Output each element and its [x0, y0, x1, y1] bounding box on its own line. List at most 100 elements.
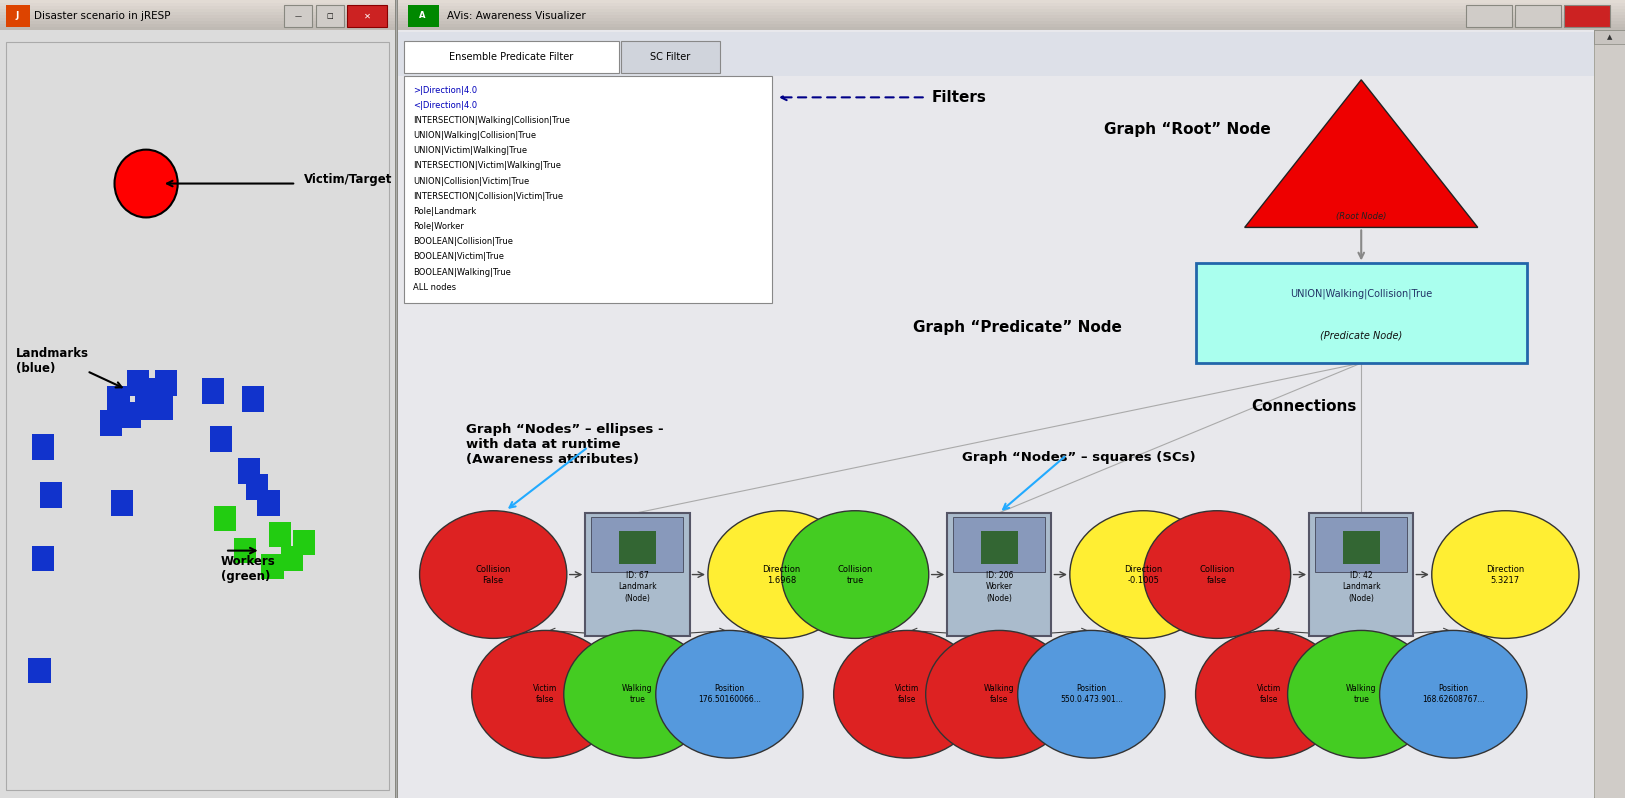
FancyBboxPatch shape	[107, 386, 130, 412]
FancyBboxPatch shape	[398, 0, 1625, 798]
Text: (Predicate Node): (Predicate Node)	[1320, 330, 1402, 340]
FancyBboxPatch shape	[398, 30, 1594, 798]
Ellipse shape	[656, 630, 803, 758]
Text: ▲: ▲	[1607, 34, 1612, 40]
Ellipse shape	[1017, 630, 1165, 758]
FancyBboxPatch shape	[592, 517, 684, 572]
FancyBboxPatch shape	[0, 22, 395, 24]
FancyBboxPatch shape	[32, 546, 55, 571]
Text: Position
168.62608767...: Position 168.62608767...	[1422, 684, 1485, 705]
Text: <|Direction|4.0: <|Direction|4.0	[413, 101, 478, 110]
FancyBboxPatch shape	[0, 0, 395, 3]
Text: UNION|Walking|Collision|True: UNION|Walking|Collision|True	[413, 131, 536, 140]
Ellipse shape	[1432, 511, 1580, 638]
FancyBboxPatch shape	[398, 18, 1625, 22]
Text: INTERSECTION|Walking|Collision|True: INTERSECTION|Walking|Collision|True	[413, 116, 570, 125]
Ellipse shape	[1380, 630, 1528, 758]
FancyBboxPatch shape	[1594, 30, 1625, 798]
FancyBboxPatch shape	[99, 410, 122, 436]
FancyBboxPatch shape	[210, 426, 232, 452]
Text: Victim
false: Victim false	[1258, 684, 1282, 705]
FancyBboxPatch shape	[6, 42, 388, 790]
FancyBboxPatch shape	[245, 474, 268, 500]
FancyBboxPatch shape	[202, 378, 224, 404]
FancyBboxPatch shape	[270, 522, 291, 547]
FancyBboxPatch shape	[1514, 5, 1562, 27]
Text: Walking
false: Walking false	[985, 684, 1014, 705]
FancyBboxPatch shape	[1196, 263, 1528, 363]
Ellipse shape	[114, 150, 177, 217]
FancyBboxPatch shape	[281, 546, 304, 571]
Text: ID: 67
Landmark
(Node): ID: 67 Landmark (Node)	[618, 571, 656, 602]
FancyBboxPatch shape	[405, 76, 772, 303]
FancyBboxPatch shape	[292, 530, 315, 555]
FancyBboxPatch shape	[408, 5, 439, 27]
Text: Graph “Nodes” – squares (SCs): Graph “Nodes” – squares (SCs)	[962, 451, 1196, 464]
Text: □: □	[327, 13, 333, 19]
Text: Graph “Predicate” Node: Graph “Predicate” Node	[913, 320, 1123, 334]
Text: Walking
true: Walking true	[1346, 684, 1376, 705]
Ellipse shape	[708, 511, 855, 638]
FancyBboxPatch shape	[234, 538, 255, 563]
Text: ID: 42
Landmark
(Node): ID: 42 Landmark (Node)	[1342, 571, 1381, 602]
FancyBboxPatch shape	[1563, 5, 1610, 27]
Text: Role|Worker: Role|Worker	[413, 222, 463, 231]
Text: BOOLEAN|Collision|True: BOOLEAN|Collision|True	[413, 237, 514, 247]
FancyBboxPatch shape	[143, 378, 166, 404]
FancyBboxPatch shape	[32, 434, 55, 460]
Text: (Root Node): (Root Node)	[1336, 212, 1386, 221]
FancyBboxPatch shape	[154, 370, 177, 396]
FancyBboxPatch shape	[398, 22, 1625, 24]
FancyBboxPatch shape	[0, 3, 395, 6]
FancyBboxPatch shape	[41, 482, 62, 508]
FancyBboxPatch shape	[284, 5, 312, 27]
Text: UNION|Victim|Walking|True: UNION|Victim|Walking|True	[413, 146, 526, 156]
FancyBboxPatch shape	[0, 30, 395, 798]
Text: Walking
true: Walking true	[622, 684, 653, 705]
Text: —: —	[294, 13, 302, 19]
FancyBboxPatch shape	[982, 531, 1017, 564]
FancyBboxPatch shape	[0, 18, 395, 22]
FancyBboxPatch shape	[619, 531, 656, 564]
Text: Landmarks
(blue): Landmarks (blue)	[16, 347, 89, 375]
Text: Victim
false: Victim false	[533, 684, 557, 705]
FancyBboxPatch shape	[0, 12, 395, 15]
Text: Ensemble Predicate Filter: Ensemble Predicate Filter	[450, 53, 574, 62]
FancyBboxPatch shape	[405, 41, 619, 73]
Ellipse shape	[564, 630, 712, 758]
Ellipse shape	[782, 511, 930, 638]
FancyBboxPatch shape	[135, 394, 158, 420]
FancyBboxPatch shape	[28, 658, 50, 683]
FancyBboxPatch shape	[315, 5, 343, 27]
FancyBboxPatch shape	[398, 12, 1625, 15]
Text: J: J	[16, 11, 20, 21]
Text: A: A	[419, 11, 426, 21]
FancyBboxPatch shape	[398, 27, 1625, 30]
Text: Workers
(green): Workers (green)	[221, 555, 276, 583]
Ellipse shape	[1069, 511, 1217, 638]
FancyBboxPatch shape	[262, 554, 283, 579]
FancyBboxPatch shape	[257, 490, 280, 516]
FancyBboxPatch shape	[398, 15, 1625, 18]
FancyBboxPatch shape	[398, 9, 1625, 12]
Text: >|Direction|4.0: >|Direction|4.0	[413, 85, 478, 95]
FancyBboxPatch shape	[151, 394, 172, 420]
FancyBboxPatch shape	[621, 41, 720, 73]
Text: Victim
false: Victim false	[895, 684, 920, 705]
Text: INTERSECTION|Collision|Victim|True: INTERSECTION|Collision|Victim|True	[413, 192, 562, 201]
Text: Filters: Filters	[931, 90, 986, 105]
Text: Graph “Nodes” – ellipses -
with data at runtime
(Awareness attributes): Graph “Nodes” – ellipses - with data at …	[466, 423, 663, 466]
FancyBboxPatch shape	[954, 517, 1045, 572]
Ellipse shape	[1196, 630, 1342, 758]
Text: Collision
true: Collision true	[837, 564, 873, 585]
FancyBboxPatch shape	[1315, 517, 1407, 572]
Text: Direction
-0.1005: Direction -0.1005	[1124, 564, 1162, 585]
FancyBboxPatch shape	[947, 513, 1051, 637]
FancyBboxPatch shape	[242, 386, 263, 412]
Text: UNION|Walking|Collision|True: UNION|Walking|Collision|True	[1290, 288, 1432, 298]
Ellipse shape	[1287, 630, 1435, 758]
Text: Connections: Connections	[1251, 400, 1357, 414]
Text: BOOLEAN|Walking|True: BOOLEAN|Walking|True	[413, 267, 510, 277]
Text: SC Filter: SC Filter	[650, 53, 691, 62]
FancyBboxPatch shape	[398, 32, 1594, 76]
